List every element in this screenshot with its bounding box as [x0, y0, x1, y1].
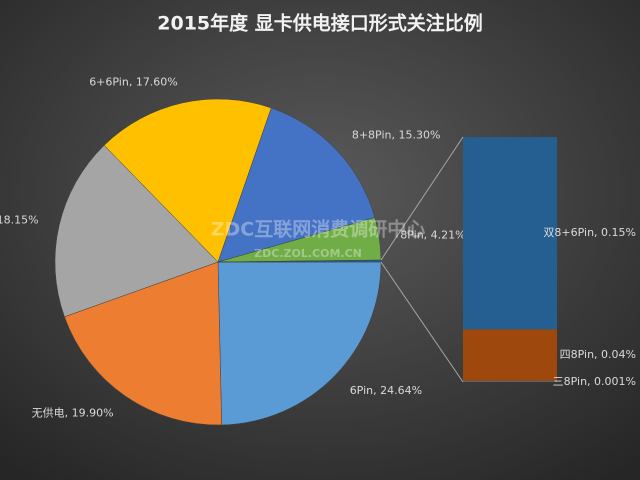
- pie-slice: [103, 98, 272, 263]
- breakdown-bar: [463, 137, 557, 330]
- data-label: 6Pin, 24.64%: [350, 384, 422, 397]
- data-label: 8+8Pin, 15.30%: [352, 128, 441, 141]
- data-label: 8Pin, 4.21%: [400, 229, 465, 242]
- breakdown-label: 四8Pin, 0.04%: [560, 348, 636, 361]
- pie-slice: [217, 261, 382, 426]
- pie-slice: [64, 261, 222, 426]
- data-label: 6+6Pin, 17.60%: [89, 75, 178, 88]
- breakdown-label: 三8Pin, 0.001%: [553, 375, 636, 388]
- other-slice: [217, 259, 382, 263]
- breakdown-bar: [463, 329, 557, 381]
- connector: [380, 261, 464, 383]
- chart-title: 2015年度 显卡供电接口形式关注比例: [157, 12, 483, 35]
- plot: 6Pin, 24.64% 无供电, 19.90% 8+6Pin, 18.15% 6+6…: [0, 75, 636, 426]
- watermark-url: ZDC.ZOL.COM.CN: [254, 247, 362, 260]
- pie-slice: [217, 107, 376, 263]
- connector: [380, 136, 464, 261]
- breakdown-bar: [463, 380, 557, 382]
- pie-slice: [54, 144, 219, 318]
- data-label: 8+6Pin, 18.15%: [0, 213, 39, 226]
- data-label: 无供电, 19.90%: [32, 406, 114, 420]
- breakdown-label: 双8+6Pin, 0.15%: [543, 226, 636, 239]
- watermark: ZDC互联网消费调研中心: [211, 218, 426, 241]
